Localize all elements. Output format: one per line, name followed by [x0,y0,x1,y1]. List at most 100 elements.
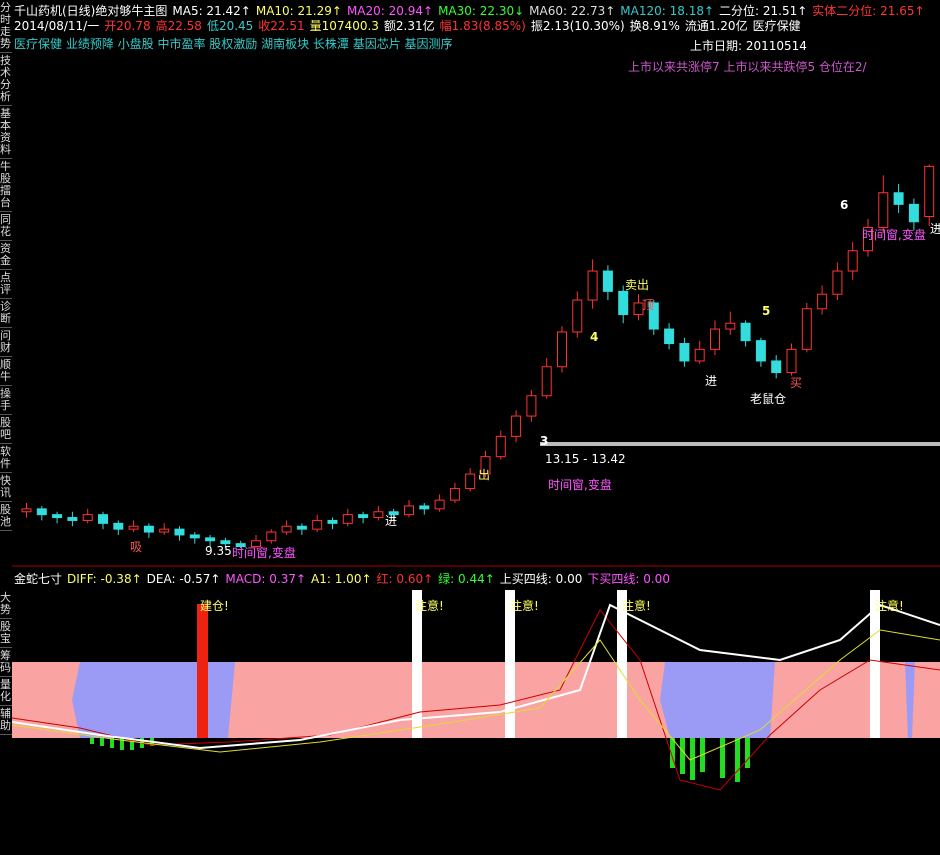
sidebar-tab[interactable]: 同花 [0,212,12,241]
candle-body [21,508,32,513]
candle-body [587,270,598,301]
header-item: 振2.13(10.30%) [530,19,625,33]
label: 老鼠仓 [750,392,787,406]
candle-body [327,519,338,524]
candle-body [602,270,613,292]
indicator-item: 金蛇七寸 [14,572,63,586]
candle-body [36,508,47,516]
blue-zone [72,662,235,738]
sidebar-tab[interactable]: 资金 [0,241,12,270]
sidebar-tab[interactable]: 点评 [0,270,12,299]
sidebar-tab[interactable]: 筹码 [0,648,12,677]
candle-body [251,540,261,548]
sidebar-tab[interactable]: 分时走势 [0,0,12,53]
indicator-item: 绿: 0.44↑ [438,572,495,586]
header-item: MA20: 20.94↑ [346,4,434,18]
header-item: 量107400.3 [309,19,379,33]
sidebar-tab[interactable]: 股宝 [0,619,12,648]
candle-body [235,543,246,548]
label: 吸 [130,540,143,554]
candle-body [664,328,675,345]
candle-body [312,519,323,530]
sidebar-tab[interactable]: 牛股擂台 [0,159,12,212]
candle-body [358,514,369,519]
sidebar-lower: 大势 股宝 筹码 量化 辅助 [0,590,12,735]
candle-body [98,514,108,524]
sidebar-tab[interactable]: 顺牛 [0,357,12,386]
label: 时间窗,变盘 [862,228,926,242]
signal-bar [617,590,627,738]
candle-body [82,514,93,521]
label: 3 [540,434,549,448]
indicator-item: DEA: -0.57↑ [146,572,221,586]
header-item: 医疗保健 [752,19,801,33]
sidebar-tab[interactable]: 软件 [0,444,12,473]
histogram [90,738,750,782]
header-item: 二分位: 21.51↑ [719,4,808,18]
candle-body [281,525,292,533]
signal-bar [412,590,422,738]
header-item: MA120: 18.18↑ [620,4,715,18]
label: 5 [762,304,771,318]
signal-bar [505,590,515,738]
label: 进 [385,514,398,528]
candle-body [419,505,430,510]
sidebar-tab[interactable]: 股吧 [0,415,12,444]
candle-body [710,328,720,350]
header-item: MA5: 21.42↑ [172,4,251,18]
header-line1: 千山药机(日线)绝对够牛主图 MA5: 21.42↑ MA10: 21.29↑ MA2… [14,2,930,19]
candle-body [771,360,782,374]
candle-body [67,517,78,521]
label: 6 [840,198,849,212]
indicator-line [11,603,940,750]
label: 注意! [875,599,904,613]
indicator-line [11,609,940,791]
candle-body [908,203,919,223]
label: 进 [930,222,940,236]
header-line2: 2014/08/11/一 开20.78 高22.58 低20.45 收22.51 量107… [14,17,806,34]
listing-date: 上市日期: 20110514 [690,39,807,53]
sidebar-tab[interactable]: 快讯 [0,473,12,502]
sidebar-tab[interactable]: 问财 [0,328,12,357]
label: 进 [705,374,718,388]
label: 注意! [622,599,651,613]
label: 注意! [415,599,444,613]
header-item: 千山药机(日线)绝对够牛主图 [14,4,168,18]
candle-body [388,511,399,516]
candle-body [404,505,414,516]
indicator-item: MACD: 0.37↑ [225,572,307,586]
sidebar-tab[interactable]: 辅助 [0,706,12,735]
candle-body [205,537,216,542]
blue-zone [660,662,775,738]
sidebar-tab[interactable]: 技术分析 [0,53,12,106]
candle-body [174,528,185,536]
candle-body [817,293,828,310]
header-item: 实体二分位: 21.65↑ [812,4,925,18]
candle-body [740,322,751,342]
sidebar-tab[interactable]: 基本资料 [0,106,12,159]
header-item: 流通1.20亿 [684,19,748,33]
header-item: 高22.58 [155,19,202,33]
candle-body [847,250,858,272]
sidebar-tab[interactable]: 诊断 [0,299,12,328]
sidebar-tab[interactable]: 大势 [0,590,12,619]
candle-body [541,366,552,397]
candle-body [863,227,873,252]
sidebar-tab[interactable]: 量化 [0,677,12,706]
candle-body [465,473,476,490]
tags: 医疗保健 业绩预降 小盘股 中市盈率 股权激励 湖南板块 长株潭 基因芯片 基因… [14,37,453,51]
label: 4 [590,330,599,344]
candle-body [266,531,277,542]
header-item: 2014/08/11/一 [14,19,100,33]
candle-body [694,348,705,362]
label: 建仓! [200,599,229,613]
header-item: 幅1.83(8.85%) [439,19,526,33]
candle-body [52,514,63,519]
candle-body [495,435,506,458]
label: 13.15 - 13.42 [545,452,626,466]
indicator-line [11,629,940,761]
candle-body [801,308,812,350]
sidebar-tab[interactable]: 股池 [0,502,12,531]
sidebar-tab[interactable]: 操手 [0,386,12,415]
